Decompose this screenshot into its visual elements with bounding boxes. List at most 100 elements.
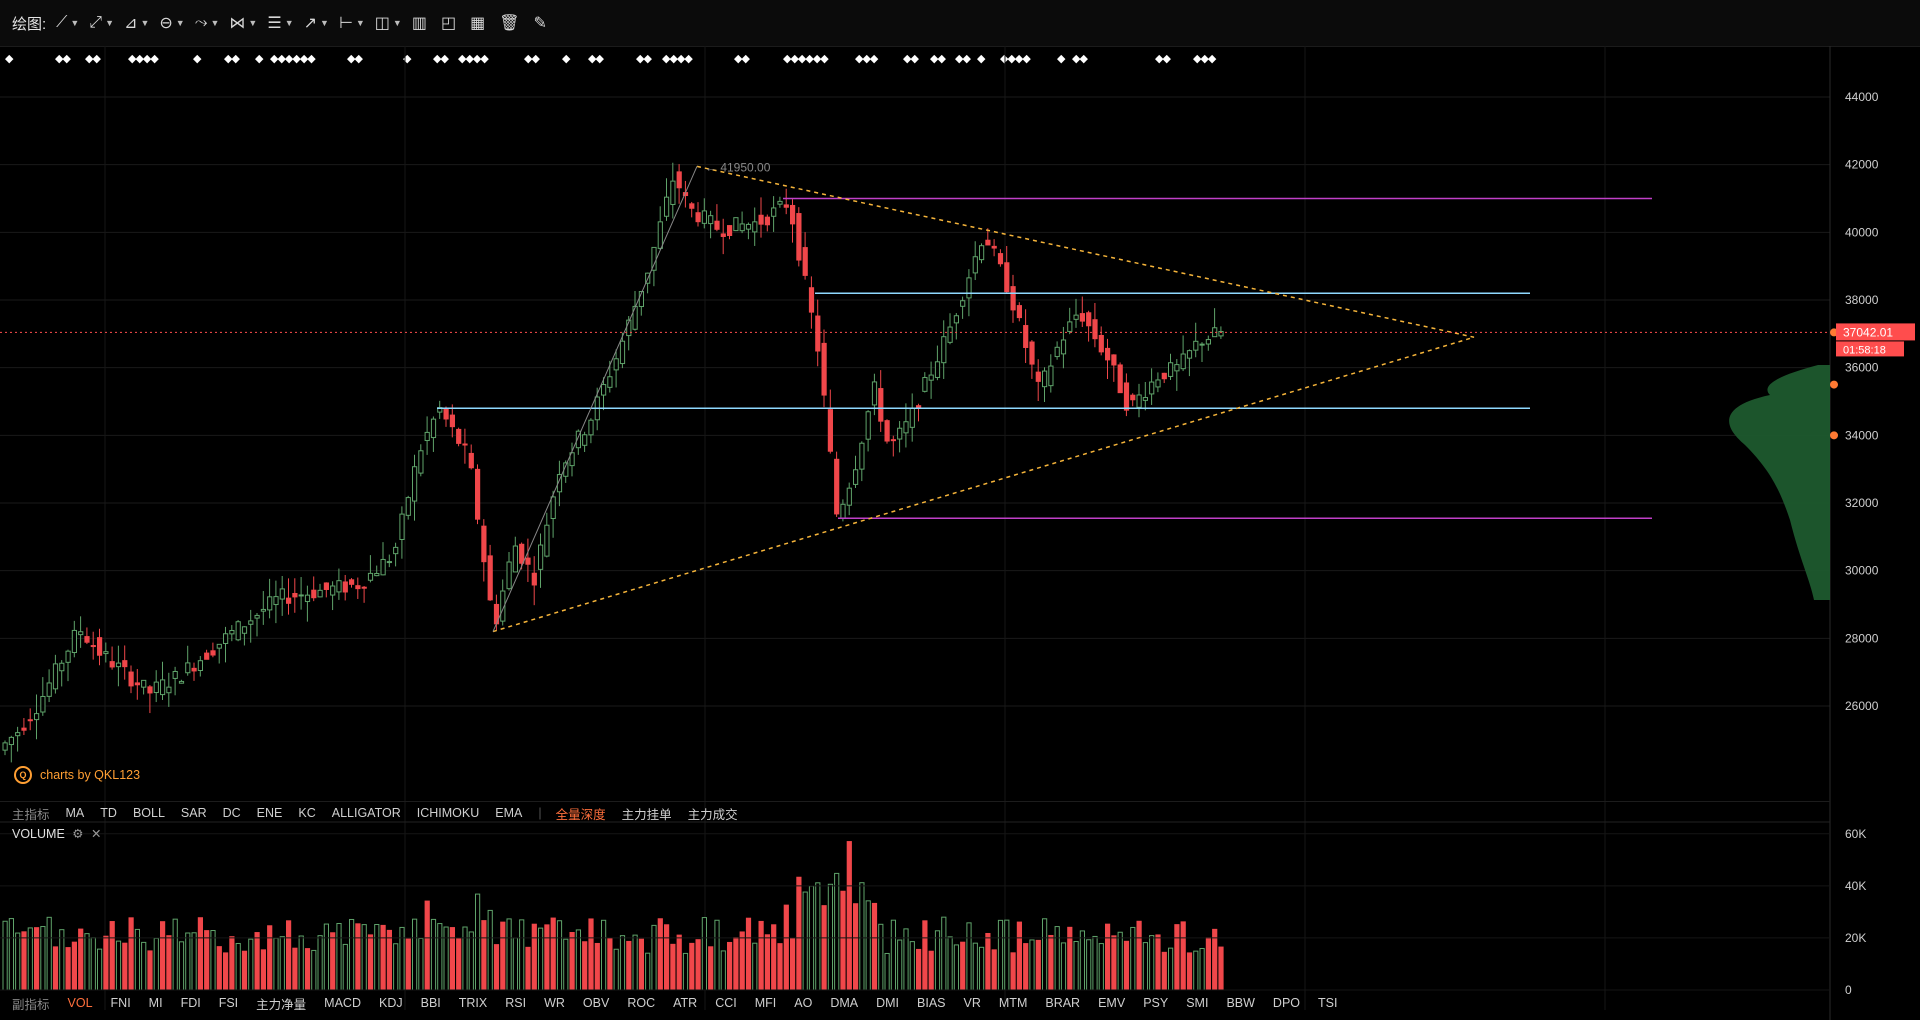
candle-body: [1079, 313, 1086, 322]
pattern-tool[interactable]: ⋈ ▼: [229, 13, 257, 33]
sub-tab-18[interactable]: DMA: [830, 996, 859, 1010]
candle-body: [84, 636, 90, 643]
sub-tab-6[interactable]: MACD: [324, 996, 361, 1010]
settings-icon[interactable]: ⚙: [72, 827, 84, 841]
tab-ema[interactable]: EMA: [495, 806, 523, 820]
channel-tool[interactable]: ⊿ ▼: [124, 13, 149, 33]
volume-bar: [1048, 934, 1054, 991]
sub-tab-25[interactable]: PSY: [1143, 996, 1169, 1010]
volume-bar: [367, 934, 374, 991]
volume-bar: [1199, 947, 1205, 991]
sub-tab-20[interactable]: BIAS: [917, 996, 946, 1010]
tab-depth-2[interactable]: 主力成交: [687, 807, 738, 822]
tab-kc[interactable]: KC: [298, 806, 316, 820]
tab-td[interactable]: TD: [100, 806, 117, 820]
close-icon[interactable]: ✕: [90, 827, 102, 841]
watermark: Q charts by QKL123: [14, 766, 140, 784]
candle-body: [544, 524, 550, 557]
sub-tab-13[interactable]: ROC: [627, 996, 656, 1010]
tab-alligator[interactable]: ALLIGATOR: [331, 806, 401, 820]
sub-tab-21[interactable]: VR: [963, 996, 981, 1010]
sub-tab-22[interactable]: MTM: [998, 996, 1028, 1010]
bars-view-tool[interactable]: ▦: [470, 13, 485, 33]
tab-boll[interactable]: BOLL: [132, 806, 165, 820]
sub-tab-0[interactable]: VOL: [67, 996, 93, 1010]
sub-tab-14[interactable]: ATR: [673, 996, 698, 1010]
signal-marker-row: ◆ ◆◆ ◆◆ ◆◆◆◆ ◆ ◆◆ ◆ ◆◆◆◆◆◆ ◆◆ ◆ ◆◆ ◆◆◆◆ ◆◆ ◆ ◆◆ ◆◆ ◆◆◆◆ ◆…: [0, 52, 1830, 72]
candle-body: [1029, 341, 1035, 365]
note-tool[interactable]: ◫ ▼: [375, 13, 402, 33]
chart-view-tool[interactable]: ◰: [441, 13, 456, 33]
candle-body: [1016, 305, 1022, 319]
arrow-tool[interactable]: ↗ ▼: [304, 13, 329, 33]
sub-tab-24[interactable]: EMV: [1098, 996, 1126, 1010]
tab-depth-1[interactable]: 主力挂单: [621, 807, 672, 822]
sub-tab-9[interactable]: TRIX: [458, 996, 488, 1010]
tab-ene[interactable]: ENE: [256, 806, 283, 820]
sub-tab-1[interactable]: FNI: [110, 996, 131, 1010]
measure-tool[interactable]: ⊢ ▼: [339, 13, 365, 33]
sub-tab-23[interactable]: BRAR: [1045, 996, 1081, 1010]
volume-bar: [46, 916, 52, 991]
main-indicator-label: 主指标: [12, 807, 50, 822]
volume-bar: [134, 928, 141, 991]
sub-tab-19[interactable]: DMI: [876, 996, 900, 1010]
sub-tab-3[interactable]: FDI: [180, 996, 201, 1010]
sub-tab-12[interactable]: OBV: [582, 996, 610, 1010]
volume-bar: [840, 890, 846, 991]
ellipse-tool[interactable]: ⊖ ▼: [159, 13, 184, 33]
sub-tab-4[interactable]: FSI: [218, 996, 239, 1010]
tab-sar[interactable]: SAR: [180, 806, 207, 820]
tab-ma[interactable]: MA: [65, 806, 85, 820]
volume-bar: [853, 903, 859, 991]
candle-body: [1105, 347, 1111, 361]
volume-bar: [323, 923, 329, 991]
volume-bar: [689, 942, 695, 991]
sub-tab-2[interactable]: MI: [148, 996, 163, 1010]
volume-bar: [122, 942, 128, 991]
sub-tab-28[interactable]: DPO: [1272, 996, 1301, 1010]
tab-ichimoku[interactable]: ICHIMOKU: [416, 806, 480, 820]
ray-tool[interactable]: ⤢ ▼: [89, 14, 114, 32]
candle-body: [361, 586, 367, 589]
sub-tab-27[interactable]: BBW: [1226, 996, 1255, 1010]
tab-dc[interactable]: DC: [222, 806, 241, 820]
volume-bar: [1168, 947, 1174, 991]
zigzag-tool[interactable]: ⤳ ▼: [195, 14, 220, 32]
sub-tab-10[interactable]: RSI: [505, 996, 527, 1010]
delete-icon[interactable]: 🗑: [499, 13, 519, 33]
candle-body: [934, 361, 941, 378]
sub-tab-29[interactable]: TSI: [1318, 996, 1338, 1010]
sub-tab-8[interactable]: BBI: [420, 996, 441, 1010]
indicator-bars-tool[interactable]: ▥: [412, 13, 427, 33]
volume-bar: [771, 924, 777, 991]
tab-depth-0[interactable]: 全量深度: [555, 807, 606, 822]
sub-tab-26[interactable]: SMI: [1186, 996, 1209, 1010]
volume-bar: [147, 950, 153, 991]
candle-body: [2, 742, 8, 751]
sub-tab-5[interactable]: 主力净量: [256, 997, 307, 1012]
signal-marker: ◆◆: [55, 53, 71, 65]
volume-bar: [241, 950, 248, 991]
volume-bar: [1023, 943, 1029, 991]
signal-marker: ◆◆◆: [855, 53, 878, 65]
current-price-text: 37042.01: [1843, 325, 1893, 339]
candle-body: [279, 588, 285, 600]
volume-bar: [1180, 921, 1186, 991]
depth-marker: [1830, 380, 1838, 389]
candle-body: [619, 340, 626, 365]
sub-tab-11[interactable]: WR: [544, 996, 565, 1010]
sub-tab-17[interactable]: AO: [794, 996, 813, 1010]
volume-bar: [947, 936, 953, 991]
sub-tab-15[interactable]: CCI: [715, 996, 737, 1010]
trend-line-tool[interactable]: ⟋ ▼: [56, 14, 79, 32]
volume-bar: [752, 942, 758, 991]
pen-icon[interactable]: ✎: [534, 13, 547, 33]
fibonacci-tool[interactable]: ☰ ▼: [267, 13, 293, 33]
volume-bar: [506, 918, 512, 991]
sub-tab-7[interactable]: KDJ: [378, 996, 403, 1010]
sub-tab-16[interactable]: MFI: [754, 996, 777, 1010]
candle-body: [783, 204, 789, 208]
volume-tick: 20K: [1845, 931, 1866, 945]
